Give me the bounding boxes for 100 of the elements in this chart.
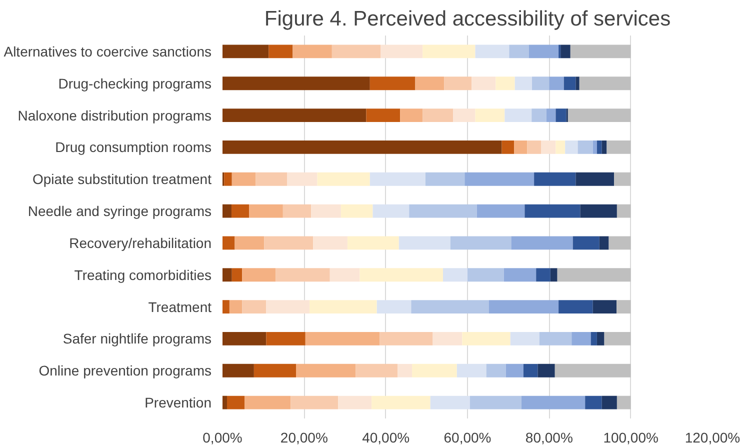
bar — [409, 204, 477, 218]
x-tick-label: 40,00% — [362, 430, 410, 446]
bar — [580, 204, 617, 218]
bar — [266, 332, 306, 346]
bar — [222, 300, 230, 314]
x-tick-label: 120,00% — [684, 430, 740, 446]
bar — [550, 268, 558, 282]
bar — [330, 268, 360, 282]
x-tick-label: 100,00% — [603, 430, 658, 446]
bar — [596, 332, 604, 346]
bar — [504, 268, 536, 282]
bar — [444, 76, 472, 90]
bar — [398, 364, 412, 378]
bar — [528, 44, 559, 58]
bar — [450, 236, 512, 250]
bar — [585, 396, 602, 410]
bar — [511, 236, 573, 250]
bar — [599, 236, 609, 250]
bar — [222, 236, 235, 250]
bar — [268, 44, 293, 58]
bar — [468, 268, 504, 282]
y-tick-label: Recovery/rehabilitation — [69, 234, 212, 251]
bar — [292, 44, 332, 58]
bar — [372, 396, 430, 410]
bar — [380, 44, 423, 58]
bar — [232, 268, 242, 282]
bar — [415, 76, 444, 90]
bar — [536, 268, 550, 282]
bar — [266, 300, 310, 314]
bar — [556, 108, 566, 122]
y-tick-label: Prevention — [144, 394, 212, 411]
bar — [541, 140, 556, 154]
bar — [443, 268, 468, 282]
bar — [546, 108, 556, 122]
bar — [616, 396, 631, 410]
bar — [538, 364, 555, 378]
bar — [222, 204, 232, 218]
bar — [256, 172, 288, 186]
bar — [602, 140, 607, 154]
bar — [229, 300, 242, 314]
bar — [475, 108, 505, 122]
bar — [616, 300, 631, 314]
bar — [317, 172, 370, 186]
y-tick-label: Treatment — [148, 298, 212, 315]
bar — [222, 332, 266, 346]
bar — [411, 300, 489, 314]
bar — [222, 108, 366, 122]
y-tick-label: Treating comorbidities — [74, 266, 212, 283]
bar — [422, 44, 476, 58]
bar — [502, 140, 514, 154]
bar — [453, 108, 476, 122]
bar — [509, 44, 529, 58]
bar — [370, 76, 416, 90]
bar — [476, 204, 525, 218]
bar — [226, 396, 245, 410]
bar — [432, 332, 462, 346]
bar — [398, 236, 450, 250]
bar — [510, 332, 540, 346]
y-tick-label: Online prevention programs — [38, 362, 212, 379]
bar — [606, 140, 631, 154]
bar — [527, 140, 541, 154]
bar — [565, 140, 578, 154]
bar — [572, 332, 591, 346]
bar — [332, 44, 381, 58]
bar — [608, 236, 631, 250]
bar — [539, 332, 572, 346]
bar — [276, 268, 330, 282]
bar — [534, 172, 576, 186]
bar — [514, 140, 528, 154]
bar — [224, 172, 232, 186]
x-tick-label: 0,00% — [202, 430, 242, 446]
bar — [380, 332, 433, 346]
bar — [222, 76, 370, 90]
bar — [496, 76, 515, 90]
bar — [430, 396, 470, 410]
bar — [242, 300, 266, 314]
bar — [264, 236, 314, 250]
bar — [568, 108, 631, 122]
x-tick-label: 80,00% — [525, 430, 573, 446]
bar — [579, 76, 631, 90]
x-tick-label: 20,00% — [280, 430, 328, 446]
y-tick-label: Drug consumption rooms — [55, 139, 212, 156]
bar — [472, 76, 496, 90]
bar — [532, 76, 550, 90]
bar — [558, 300, 593, 314]
bar — [604, 332, 631, 346]
bar — [592, 140, 597, 154]
bar — [560, 44, 570, 58]
bar — [504, 108, 532, 122]
bar — [400, 108, 423, 122]
bar — [486, 364, 506, 378]
bar — [602, 396, 617, 410]
bar — [290, 396, 338, 410]
bar — [578, 140, 593, 154]
bar — [376, 300, 412, 314]
bar — [372, 204, 410, 218]
bar — [249, 204, 283, 218]
bar — [222, 396, 227, 410]
bar — [475, 44, 510, 58]
bar — [488, 300, 559, 314]
